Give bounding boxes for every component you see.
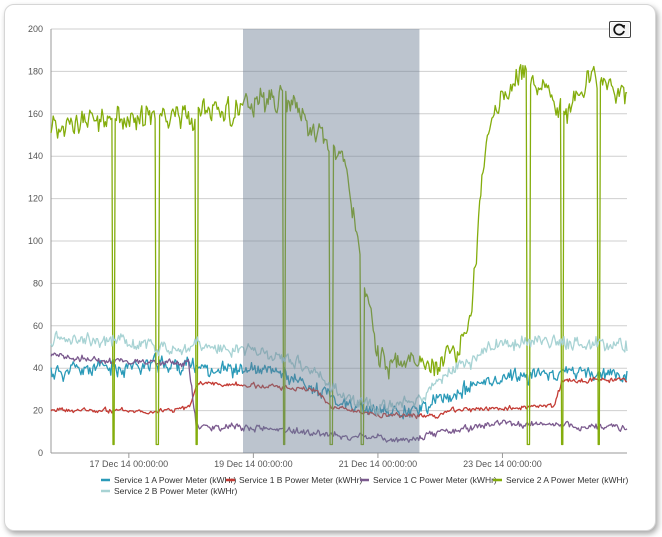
y-tick-label: 140 [28, 151, 43, 161]
y-tick-label: 0 [38, 448, 43, 458]
x-tick-label: 23 Dec 14 00:00:00 [463, 459, 542, 469]
y-tick-label: 80 [33, 278, 43, 288]
y-tick-label: 120 [28, 194, 43, 204]
legend-label: Service 2 A Power Meter (kWHr) [506, 475, 629, 485]
series-line [50, 352, 628, 420]
reset-zoom-button[interactable] [609, 21, 631, 38]
x-tick-label: 19 Dec 14 00:00:00 [214, 459, 293, 469]
y-tick-label: 20 [33, 406, 43, 416]
y-tick-label: 100 [28, 236, 43, 246]
refresh-icon [613, 23, 625, 36]
legend-label: Service 2 B Power Meter (kWHr) [114, 486, 237, 496]
series-line [50, 352, 628, 443]
x-tick-label: 17 Dec 14 00:00:00 [90, 459, 169, 469]
legend-label: Service 1 A Power Meter (kWHr) [114, 475, 237, 485]
y-tick-label: 180 [28, 66, 43, 76]
x-tick-label: 21 Dec 14 00:00:00 [339, 459, 418, 469]
series-line [50, 330, 628, 417]
legend-label: Service 1 C Power Meter (kWHr) [373, 475, 497, 485]
y-tick-label: 200 [28, 24, 43, 34]
series-line [50, 64, 628, 446]
y-tick-label: 160 [28, 109, 43, 119]
selection-band [243, 29, 420, 453]
series-line [50, 376, 628, 420]
y-tick-label: 60 [33, 321, 43, 331]
y-tick-label: 40 [33, 363, 43, 373]
legend-label: Service 1 B Power Meter (kWHr) [239, 475, 362, 485]
